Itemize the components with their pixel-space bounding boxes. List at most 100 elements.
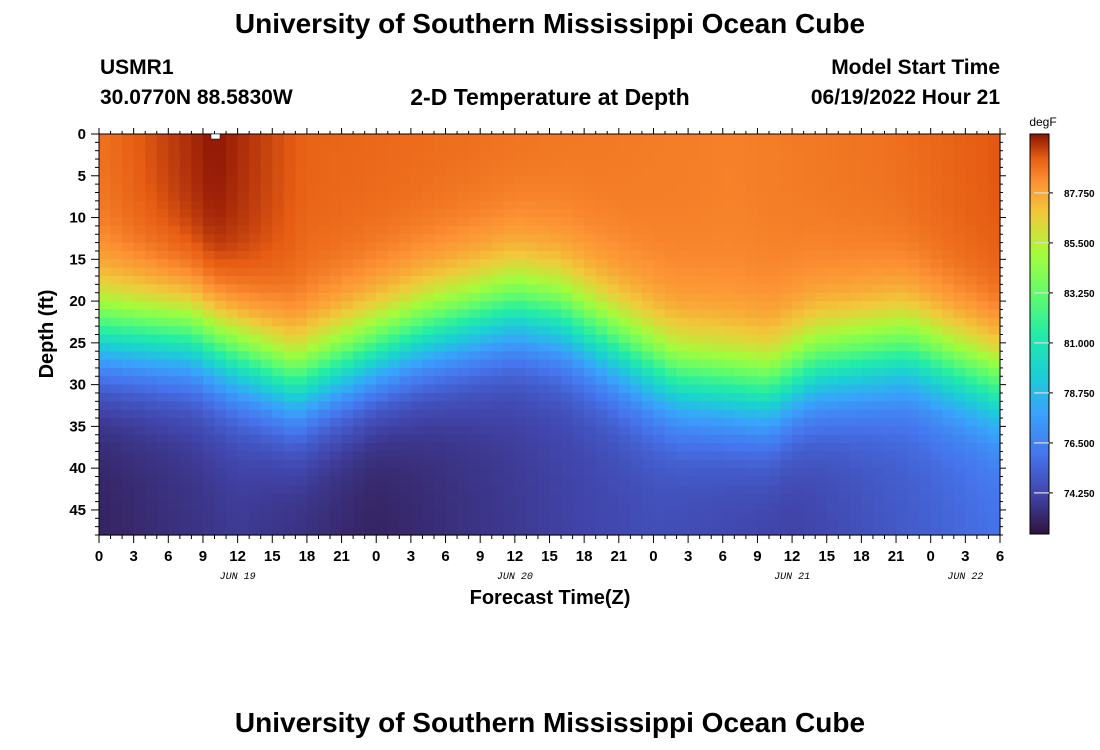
heatmap-cell (861, 351, 874, 361)
heatmap-cell (272, 134, 285, 143)
heatmap-cell (99, 234, 112, 244)
heatmap-cell (976, 443, 990, 453)
heatmap-cell (988, 159, 1001, 169)
heatmap-cell (561, 225, 574, 235)
heatmap-cell (665, 242, 678, 252)
heatmap-cell (884, 443, 897, 453)
heatmap-cell (641, 242, 655, 252)
heatmap-cell (722, 342, 735, 352)
heatmap-cell (976, 326, 990, 336)
heatmap-cell (422, 167, 435, 177)
heatmap-cell (584, 242, 597, 252)
heatmap-cell (179, 159, 193, 169)
heatmap-cell (145, 509, 158, 519)
heatmap-cell (214, 443, 227, 453)
heatmap-cell (353, 309, 366, 319)
heatmap-cell (249, 501, 262, 511)
heatmap-cell (341, 309, 354, 319)
heatmap-cell (110, 409, 123, 419)
y-tick-label: 20 (69, 293, 86, 310)
heatmap-cell (618, 392, 631, 402)
heatmap-cell (399, 184, 412, 194)
heatmap-cell (306, 150, 320, 160)
heatmap-cell (156, 142, 169, 152)
heatmap-cell (364, 334, 377, 344)
heatmap-cell (768, 192, 782, 202)
heatmap-cell (376, 150, 389, 160)
heatmap-cell (641, 526, 655, 536)
heatmap-cell (803, 476, 816, 486)
heatmap-cell (838, 209, 851, 219)
heatmap-cell (330, 259, 343, 269)
heatmap-cell (930, 326, 943, 336)
heatmap-cell (133, 142, 146, 152)
heatmap-cell (699, 284, 712, 294)
heatmap-cell (168, 392, 181, 402)
heatmap-cell (191, 359, 204, 369)
heatmap-cell (468, 392, 481, 402)
heatmap-cell (283, 301, 296, 311)
heatmap-cell (815, 526, 828, 536)
heatmap-cell (745, 284, 759, 294)
heatmap-cell (526, 451, 539, 461)
heatmap-cell (433, 451, 447, 461)
heatmap-cell (445, 392, 458, 402)
heatmap-cell (919, 184, 932, 194)
heatmap-cell (676, 309, 689, 319)
heatmap-cell (318, 234, 331, 244)
heatmap-cell (607, 326, 620, 336)
heatmap-cell (988, 309, 1001, 319)
heatmap-cell (376, 292, 389, 302)
heatmap-cell (330, 309, 343, 319)
heatmap-cell (780, 493, 793, 503)
heatmap-cell (641, 501, 655, 511)
heatmap-cell (191, 334, 204, 344)
heatmap-cell (584, 418, 597, 427)
heatmap-cell (133, 342, 146, 352)
heatmap-cell (768, 392, 782, 402)
heatmap-cell (907, 242, 920, 252)
heatmap-cell (422, 434, 435, 444)
heatmap-cell (514, 309, 527, 319)
heatmap-cell (318, 175, 331, 185)
heatmap-cell (641, 509, 655, 519)
heatmap-cell (722, 150, 735, 160)
heatmap-cell (422, 192, 435, 202)
heatmap-cell (537, 309, 551, 319)
heatmap-cell (237, 493, 250, 503)
heatmap-cell (399, 518, 412, 528)
heatmap-cell (480, 209, 493, 219)
heatmap-cell (988, 276, 1001, 285)
heatmap-cell (237, 292, 250, 302)
heatmap-cell (433, 184, 447, 194)
heatmap-cell (422, 150, 435, 160)
heatmap-cell (145, 468, 158, 478)
x-tick-label: 12 (507, 548, 524, 565)
heatmap-cell (572, 509, 585, 519)
heatmap-cell (191, 192, 204, 202)
heatmap-cell (537, 434, 551, 444)
heatmap-cell (110, 259, 123, 269)
heatmap-cell (630, 134, 643, 143)
heatmap-cell (295, 526, 308, 536)
heatmap-cell (919, 134, 932, 143)
heatmap-cell (341, 184, 354, 194)
heatmap-cell (595, 418, 608, 427)
heatmap-cell (249, 459, 262, 469)
heatmap-cell (838, 217, 851, 227)
heatmap-cell (179, 509, 193, 519)
heatmap-cell (133, 159, 146, 169)
heatmap-cell (907, 384, 920, 394)
heatmap-cell (711, 418, 724, 427)
heatmap-cell (745, 468, 759, 478)
heatmap-cell (930, 451, 943, 461)
heatmap-cell (549, 267, 562, 277)
heatmap-cell (780, 484, 793, 494)
heatmap-cell (422, 184, 435, 194)
heatmap-cell (341, 351, 354, 361)
heatmap-cell (630, 276, 643, 285)
heatmap-cell (630, 250, 643, 260)
heatmap-cell (353, 484, 366, 494)
heatmap-cell (896, 509, 909, 519)
heatmap-cell (514, 284, 527, 294)
